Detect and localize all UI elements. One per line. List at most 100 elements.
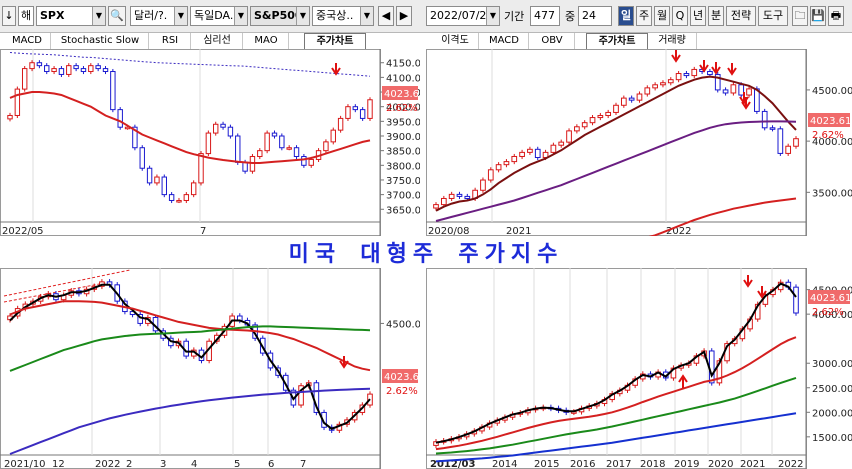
candle-body [746,88,752,96]
candle-body [707,70,713,76]
compare-germany-select[interactable]: 독일DA.. ▼ [190,6,248,26]
down-arrow-icon [727,63,737,76]
weekly-button[interactable]: 주 [636,6,652,26]
download-icon[interactable]: ↓ [2,6,16,26]
save-icon[interactable]: 💾 [810,6,826,26]
yearly-button[interactable]: 년 [690,6,706,26]
y-tick-label: 3500.00 [812,188,852,199]
y-tick-label: 4100.00 [386,73,420,84]
tab-volume[interactable]: 거래량 [648,33,697,49]
candle-body [264,132,270,152]
tab-obv[interactable]: OBV [530,33,575,49]
candle-body [714,74,721,91]
candle-body [464,195,471,199]
candle-body [293,147,300,158]
candle-body [448,193,455,199]
candle-body [198,153,204,184]
candle-body [550,144,557,153]
x-tick-label: 2 [126,459,132,469]
x-tick-label: 2020/08 [428,226,470,236]
chevron-down-icon[interactable]: ▼ [174,7,187,25]
daily-button[interactable]: 일 [618,6,634,26]
candle-body [36,62,43,67]
candle-body [644,87,651,95]
strategy-button[interactable]: 전략 [726,6,756,26]
series-line [9,283,371,430]
print-icon[interactable]: 🖶 [828,6,844,26]
tools-button[interactable]: 도구 [758,6,788,26]
tab-psychology-line[interactable]: 심리선 [192,33,243,49]
chevron-down-icon[interactable]: ▼ [486,7,499,25]
series-line [9,52,371,77]
tab-price-chart-2[interactable]: 주가차트 [586,33,648,50]
candle-body [14,88,21,116]
candle-body [66,65,72,75]
x-tick-label: 7 [300,459,306,469]
price-label-bg [382,86,418,100]
minute-button[interactable]: 분 [708,6,724,26]
chevron-down-icon[interactable]: ▼ [92,7,105,25]
series-line [648,197,797,236]
compare-sp500-select[interactable]: S&P500 ▼ [250,6,310,26]
y-tick-label: 3900.00 [386,132,420,143]
quarterly-button[interactable]: Q [672,6,688,26]
market-selector[interactable]: 해 [18,6,34,26]
candle-body [667,79,674,84]
candle-body [301,156,307,166]
tab-rsi[interactable]: RSI [150,33,191,49]
candle-body [495,164,502,171]
x-tick-label: 2018 [640,459,665,469]
candle-body [691,68,698,77]
prev-button[interactable]: ◀ [378,6,394,26]
candle-body [652,84,658,89]
price-label: 4023.61 [384,372,420,383]
folder-icon[interactable]: 🗀 [792,6,808,26]
candle-body [51,68,57,73]
candle-body [102,68,109,73]
chevron-down-icon[interactable]: ▼ [234,7,247,25]
chevron-down-icon[interactable]: ▼ [296,7,309,25]
candle-body [708,350,715,384]
middle-label: 중 [565,10,576,23]
candle-body [154,176,160,184]
candle-body [352,106,359,111]
down-arrow-icon [741,97,751,110]
candle-body [242,161,248,172]
tab-stochastic-slow[interactable]: Stochastic Slow [52,33,149,49]
middle-input[interactable]: 24 [578,6,612,26]
monthly-button[interactable]: 월 [654,6,670,26]
tab-disparity[interactable]: 이격도 [432,33,479,49]
chevron-down-icon[interactable]: ▼ [360,7,373,25]
y-tick-label: 3000.00 [812,359,852,370]
x-tick-label: 6 [268,459,274,469]
down-arrow-icon [699,60,709,73]
search-icon[interactable]: 🔍 [108,6,126,26]
panel2-tabs: 이격도 MACD OBV 주가차트 거래량 [428,33,848,50]
compare-dollar-select[interactable]: 달러/?. ▼ [130,6,188,26]
y-tick-label: 3700.00 [386,191,420,202]
price-label: 4023.61 [384,89,420,100]
next-button[interactable]: ▶ [396,6,412,26]
tab-price-chart[interactable]: 주가차트 [304,33,366,50]
y-tick-label: 3750.00 [386,176,420,187]
candle-body [139,147,145,169]
symbol-input[interactable]: SPX ▼ [36,6,106,26]
symbol-value: SPX [40,9,65,22]
candle-body [519,151,525,157]
compare-china-select[interactable]: 중국상.. ▼ [312,6,374,26]
date-input[interactable]: 2022/07/27 ▼ [426,6,500,26]
period-input[interactable]: 477 [530,6,560,26]
candle-body [456,193,463,197]
x-tick-label: 2017 [606,459,631,469]
series-line [435,75,797,212]
plot-frame [426,268,807,469]
x-tick-label: 2021 [740,459,765,469]
price-label-bg [382,369,418,383]
y-tick-label: 4500.00 [812,86,852,97]
candle-body [511,155,518,163]
x-tick-label: 2021/10 [4,459,46,469]
tab-macd-2[interactable]: MACD [480,33,529,49]
tab-mao[interactable]: MAO [244,33,289,49]
x-tick-label: 2014 [492,459,517,469]
tab-macd[interactable]: MACD [4,33,51,49]
